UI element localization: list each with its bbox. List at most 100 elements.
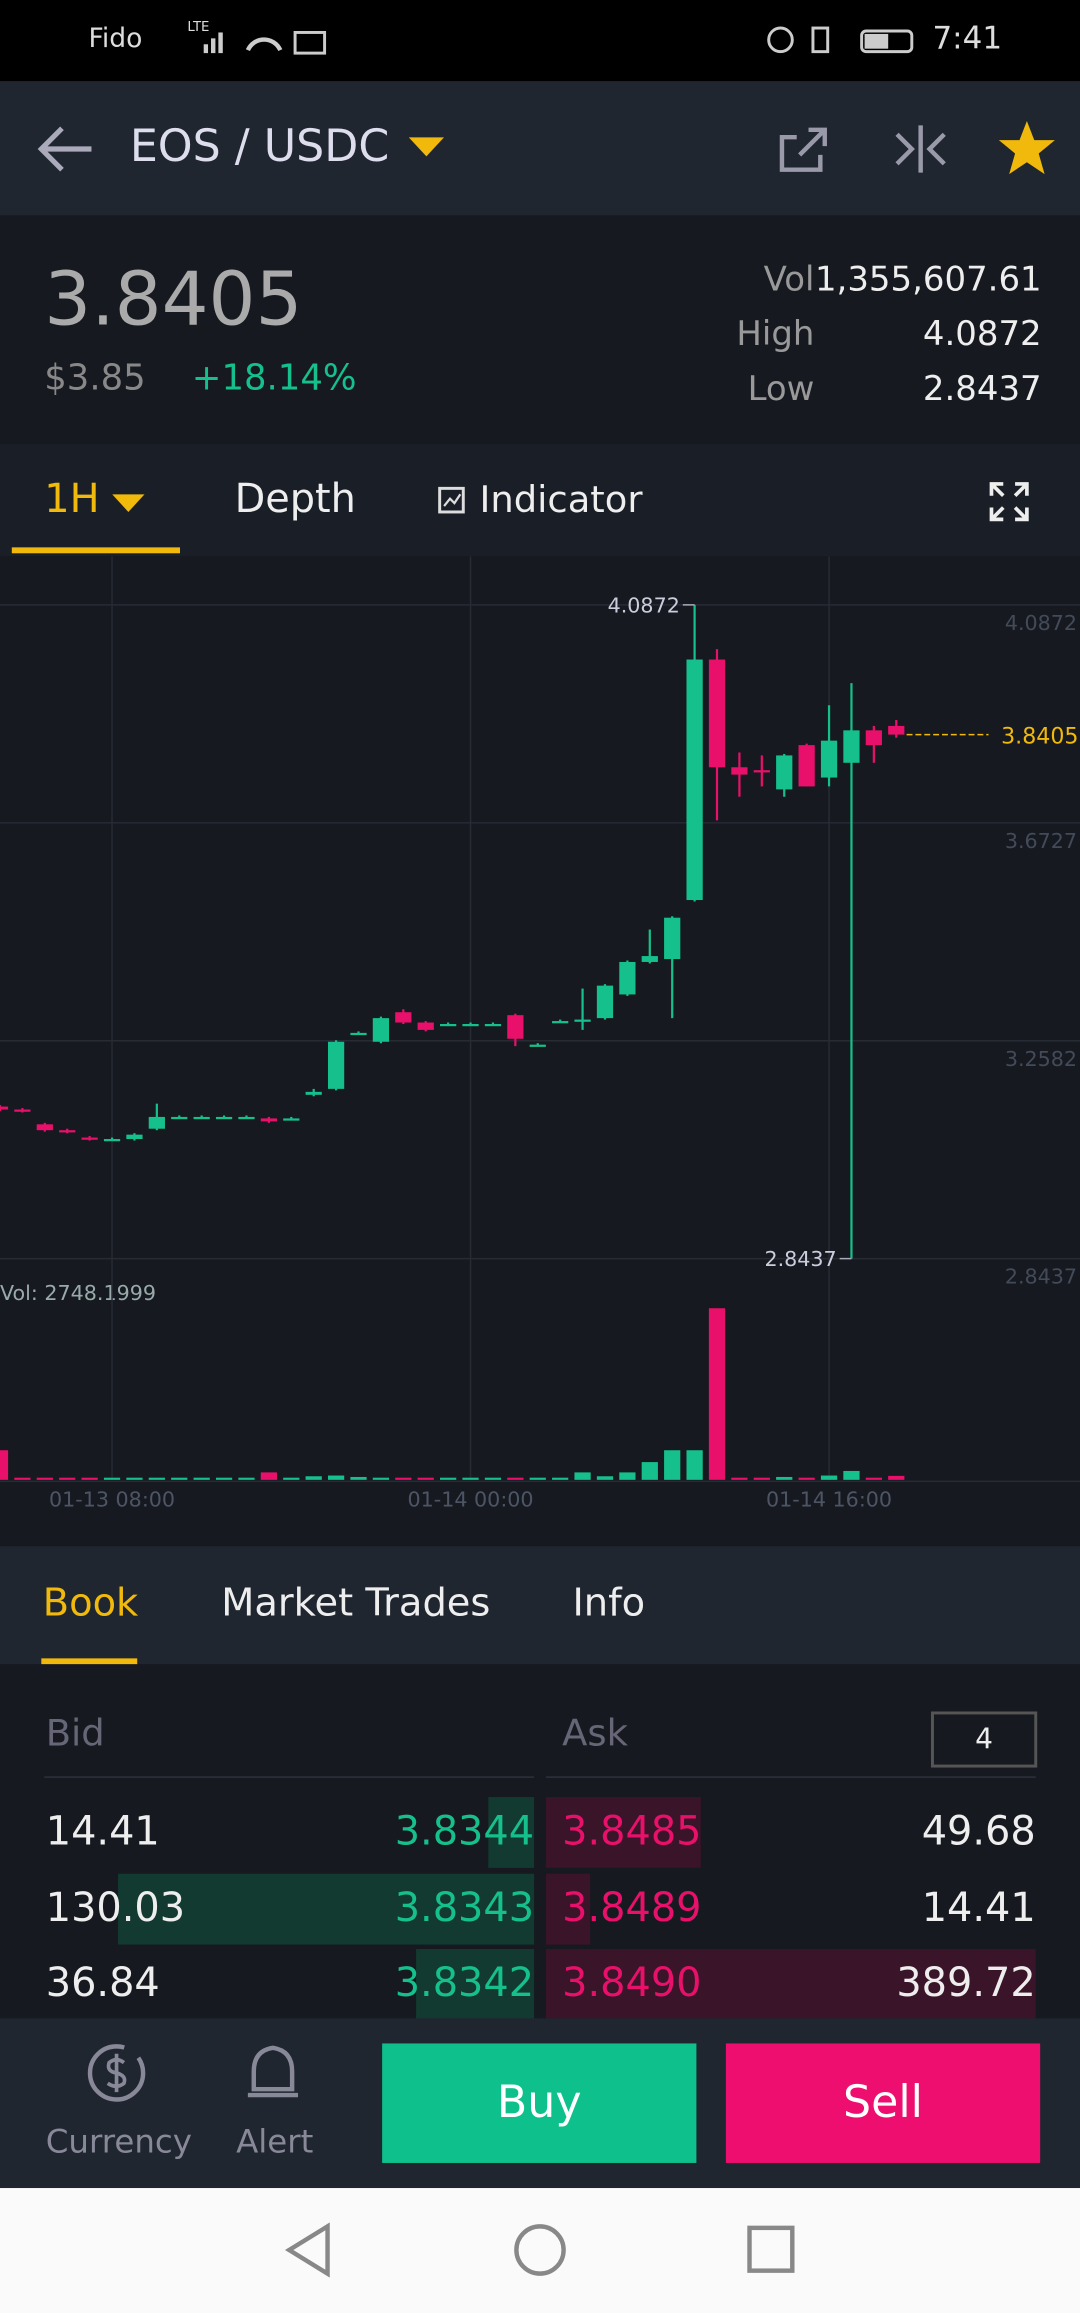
- high-label: 4.0872: [608, 593, 680, 617]
- indicator-tab[interactable]: Indicator: [479, 478, 643, 521]
- candle-body: [843, 730, 860, 763]
- volume-bar: [126, 1477, 143, 1480]
- candle-body: [619, 961, 636, 995]
- candle-body: [776, 755, 793, 790]
- volume-bar: [686, 1450, 703, 1480]
- candle-body: [171, 1116, 188, 1120]
- candle-body: [126, 1134, 143, 1140]
- volume-bar: [305, 1476, 322, 1480]
- candle-body: [0, 1106, 9, 1110]
- volume-bar: [664, 1450, 681, 1480]
- volume-bar: [148, 1477, 165, 1480]
- volume-bar: [484, 1477, 502, 1480]
- interval-dropdown[interactable]: [112, 494, 145, 513]
- bid-price: 3.8344: [394, 1808, 535, 1855]
- volume-bar: [731, 1477, 748, 1480]
- candle-body: [193, 1116, 210, 1120]
- bid-depth-bar: [118, 1873, 535, 1945]
- carrier: Fido: [88, 23, 143, 55]
- stat-value: 4.0872: [922, 315, 1042, 355]
- candle-body: [596, 985, 614, 1019]
- candle-body: [14, 1109, 31, 1112]
- ticker: 3.8405 $3.85 +18.14% Vol 1,355,607.61 Hi…: [0, 215, 1080, 445]
- ask-header: Ask: [562, 1711, 628, 1755]
- candle-body: [888, 725, 905, 735]
- fullscreen-button[interactable]: [989, 481, 1030, 522]
- volume-bar: [0, 1450, 9, 1480]
- currency-label[interactable]: Currency: [45, 2124, 192, 2162]
- ask-depth-bar: [545, 1797, 701, 1868]
- ask-quantity: 389.72: [896, 1960, 1036, 2007]
- bid-depth-bar: [416, 1949, 535, 2020]
- order-book: Bid Ask 4 14.41 3.8344 3.8485 49.68 130.03 3.…: [0, 1664, 1080, 2020]
- x-tick-label: 01-14 00:00: [408, 1487, 534, 1511]
- compare-button[interactable]: [891, 122, 950, 175]
- stat-label: Low: [747, 370, 815, 409]
- market-trades-tab[interactable]: Market Trades: [221, 1581, 491, 1626]
- depth-selector[interactable]: 4: [930, 1711, 1038, 1768]
- volume-bar: [260, 1472, 277, 1480]
- nav-bar: [0, 2188, 1080, 2313]
- y-tick-label: 2.8437: [1005, 1265, 1077, 1289]
- indicator-icon: [438, 486, 465, 514]
- alert-icon[interactable]: [242, 2042, 304, 2107]
- volume-bar: [708, 1308, 726, 1480]
- ask-quantity: 14.41: [921, 1884, 1036, 1931]
- low-label: 2.8437: [764, 1247, 836, 1271]
- share-button[interactable]: [776, 122, 832, 175]
- bid-price: 3.8343: [394, 1884, 535, 1931]
- volume-bar: [215, 1477, 233, 1480]
- status-icons: [203, 30, 327, 55]
- volume-bar: [14, 1477, 31, 1480]
- current-price-label: 3.8405: [1001, 723, 1078, 749]
- favorite-star[interactable]: [996, 118, 1058, 177]
- candlestick-chart: Vol: 2748.1999 01-13 08:00 01-14 00:00 01-…: [0, 556, 1080, 1547]
- x-tick-label: 01-13 08:00: [49, 1487, 175, 1511]
- x-tick-label: 01-14 16:00: [766, 1487, 892, 1511]
- pair-dropdown[interactable]: [408, 137, 445, 158]
- nav-buttons[interactable]: [280, 2220, 811, 2279]
- bid-quantity: 36.84: [45, 1960, 160, 2007]
- interval-tab[interactable]: 1H: [44, 476, 100, 523]
- candle-body: [664, 917, 681, 960]
- divider: [545, 1776, 1036, 1778]
- volume-bar: [507, 1477, 524, 1480]
- buy-button[interactable]: Buy: [382, 2043, 697, 2163]
- candle-body: [305, 1091, 322, 1095]
- volume-bar: [36, 1477, 53, 1480]
- volume-bar: [753, 1477, 770, 1480]
- bid-quantity: 130.03: [45, 1884, 186, 1931]
- info-tab[interactable]: Info: [572, 1581, 646, 1626]
- candle-body: [484, 1023, 502, 1027]
- alert-label[interactable]: Alert: [236, 2124, 314, 2162]
- tab-indicator: [41, 1658, 138, 1665]
- candle-body: [215, 1116, 233, 1120]
- sell-button[interactable]: Sell: [725, 2043, 1041, 2163]
- stat-label: Vol: [763, 261, 815, 300]
- candle-body: [283, 1118, 300, 1121]
- header: EOS / USDC: [0, 81, 1080, 216]
- volume-bar: [596, 1476, 614, 1480]
- volume-bar: [641, 1462, 658, 1480]
- volume-bar: [171, 1477, 188, 1480]
- book-tab[interactable]: Book: [42, 1581, 139, 1626]
- divider: [44, 1776, 535, 1778]
- candle-body: [372, 1018, 390, 1042]
- depth-tab[interactable]: Depth: [234, 476, 356, 523]
- candle-body: [395, 1012, 412, 1023]
- pair-title[interactable]: EOS / USDC: [129, 120, 390, 173]
- candle-body: [798, 745, 815, 787]
- bid-price: 3.8342: [394, 1960, 535, 2007]
- volume-bar: [619, 1472, 636, 1480]
- back-button[interactable]: [32, 122, 97, 175]
- currency-icon[interactable]: [86, 2042, 148, 2104]
- volume-bar: [283, 1477, 300, 1480]
- candle-body: [59, 1130, 76, 1133]
- y-tick-label: 3.2582: [1005, 1047, 1077, 1071]
- clock: 7:41: [932, 20, 1003, 57]
- volume-bar: [417, 1477, 434, 1480]
- ask-price: 3.8490: [562, 1960, 702, 2007]
- candle-body: [148, 1116, 165, 1129]
